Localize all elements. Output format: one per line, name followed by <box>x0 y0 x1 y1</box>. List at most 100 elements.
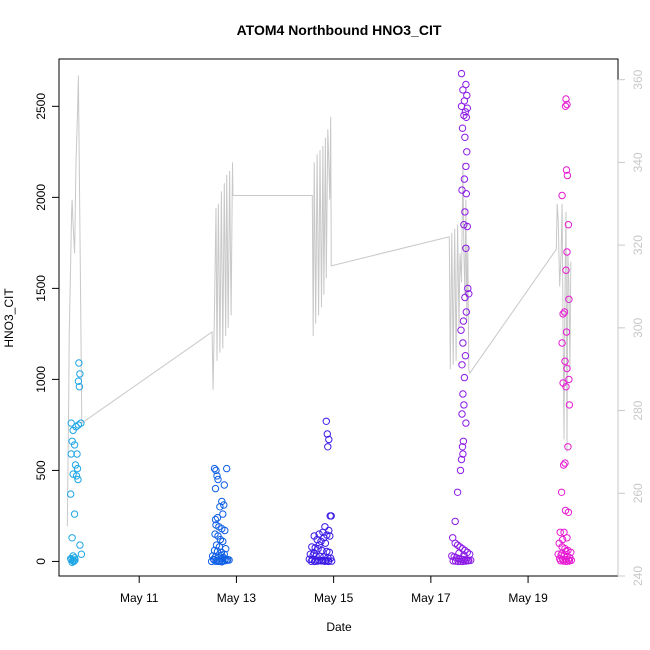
data-point <box>312 556 320 564</box>
series-4-group <box>448 69 475 566</box>
x-tick-label: May 15 <box>314 591 354 605</box>
data-point <box>460 551 468 559</box>
data-point <box>76 541 84 549</box>
data-point <box>565 401 574 409</box>
data-point <box>559 557 568 565</box>
y-axis-left: 0 500 1000 1500 2000 2500 <box>34 93 59 565</box>
data-point <box>325 435 333 444</box>
y2-tick-label: 280 <box>631 400 645 420</box>
data-point <box>462 419 470 427</box>
data-point <box>561 357 569 365</box>
data-point <box>557 488 566 496</box>
y-tick-label: 0 <box>34 558 48 565</box>
data-point <box>457 455 466 464</box>
data-point <box>209 555 218 563</box>
data-point <box>559 461 568 469</box>
data-point <box>561 555 570 564</box>
data-point <box>558 549 566 557</box>
data-point <box>462 162 470 171</box>
x-axis-label: Date <box>326 620 352 634</box>
data-point <box>449 557 457 565</box>
data-point <box>74 377 83 385</box>
data-point <box>77 419 85 427</box>
data-point <box>464 284 472 293</box>
data-point <box>457 326 465 334</box>
x-axis: May 11 May 13 May 15 May 17 May 19 <box>120 576 548 605</box>
y2-tick-label: 340 <box>631 152 645 172</box>
data-point <box>221 526 229 535</box>
data-point <box>458 361 466 369</box>
data-point <box>465 290 473 298</box>
data-point <box>562 95 570 103</box>
data-point <box>67 490 75 498</box>
data-point <box>567 548 575 556</box>
scatter-points-layer <box>67 69 575 566</box>
data-point <box>462 244 470 253</box>
data-point <box>75 359 83 367</box>
y-tick-label: 1000 <box>34 366 48 393</box>
y-axis-right: 240 260 280 300 320 340 360 <box>617 69 645 586</box>
data-point <box>459 86 467 94</box>
data-point <box>463 148 471 156</box>
y2-tick-label: 240 <box>631 566 645 586</box>
chart-title: ATOM4 Northbound HNO3_CIT <box>237 22 442 38</box>
data-point <box>324 557 332 566</box>
data-point <box>71 556 79 564</box>
data-point <box>564 508 573 516</box>
y-tick-label: 2000 <box>34 184 48 211</box>
series-1-group <box>67 359 86 566</box>
data-point <box>458 410 466 418</box>
data-point <box>67 450 75 458</box>
data-point <box>68 534 76 542</box>
data-point <box>461 208 469 216</box>
data-point <box>212 557 220 565</box>
data-point <box>461 352 470 360</box>
data-point <box>70 441 79 449</box>
data-point <box>456 466 465 475</box>
data-point <box>216 535 225 544</box>
data-point <box>451 539 459 547</box>
data-point <box>213 514 222 522</box>
data-point <box>455 549 463 557</box>
data-point <box>562 547 570 556</box>
data-point <box>563 364 571 373</box>
data-point <box>561 459 569 467</box>
data-point <box>565 375 573 384</box>
data-point <box>560 308 569 316</box>
data-point <box>321 557 329 565</box>
data-point <box>73 450 81 458</box>
data-point <box>67 419 75 427</box>
data-point <box>558 339 566 347</box>
data-point <box>561 102 570 111</box>
plot-area-frame <box>58 58 619 577</box>
data-point <box>320 553 328 561</box>
data-point <box>323 531 331 539</box>
data-point <box>70 510 79 518</box>
series-5-group <box>554 95 575 566</box>
y2-tick-label: 300 <box>631 318 645 338</box>
data-point <box>451 557 460 565</box>
data-point <box>72 423 80 431</box>
data-point <box>459 339 467 347</box>
data-point <box>212 466 220 475</box>
data-point <box>315 541 323 549</box>
series-3-group <box>305 417 336 566</box>
data-point <box>564 556 573 564</box>
y2-tick-label: 360 <box>631 69 645 89</box>
data-point <box>310 549 318 557</box>
data-point <box>207 557 216 566</box>
data-point <box>459 317 468 325</box>
data-point <box>214 475 222 484</box>
data-point <box>564 443 572 451</box>
data-point <box>565 557 574 565</box>
data-point <box>211 484 220 493</box>
data-point <box>462 190 470 198</box>
data-point <box>220 501 228 509</box>
data-point <box>456 557 465 565</box>
data-point <box>460 221 468 229</box>
x-tick-label: May 11 <box>120 591 159 605</box>
data-point <box>313 557 322 565</box>
y-tick-label: 2500 <box>34 93 48 120</box>
data-point <box>326 512 334 520</box>
